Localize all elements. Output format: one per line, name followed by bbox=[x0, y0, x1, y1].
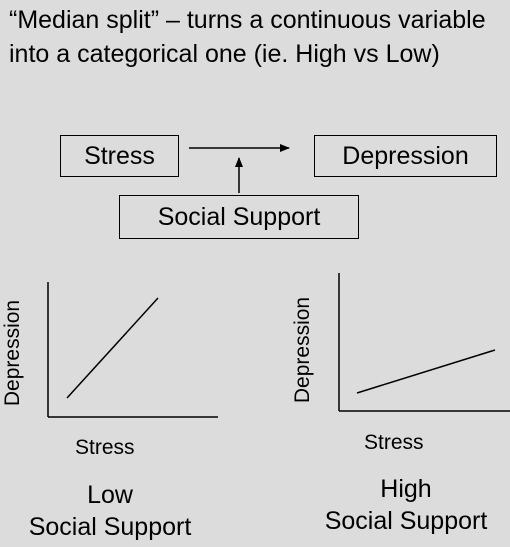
right-condition-level: High bbox=[380, 475, 432, 503]
social-support-label: Social Support bbox=[157, 202, 321, 231]
right-chart-axes bbox=[338, 273, 510, 412]
depression-label: Depression bbox=[342, 141, 469, 170]
left-chart-y-label: Depression bbox=[1, 299, 24, 407]
right-chart-x-label: Stress bbox=[364, 431, 424, 454]
left-condition-level: Low bbox=[87, 481, 133, 509]
right-condition-variable: Social Support bbox=[324, 507, 488, 535]
right-chart-y-label: Depression bbox=[291, 296, 314, 404]
intro-text: “Median split” – turns a continuous vari… bbox=[9, 6, 486, 68]
right-chart-line bbox=[356, 349, 496, 394]
left-chart-condition: Low Social Support bbox=[0, 479, 220, 543]
left-chart-axes bbox=[47, 282, 218, 418]
left-chart-x-label: Stress bbox=[75, 436, 135, 459]
social-support-box: Social Support bbox=[119, 195, 359, 239]
depression-box: Depression bbox=[314, 135, 497, 177]
right-chart-condition: High Social Support bbox=[302, 473, 510, 537]
stress-label: Stress bbox=[84, 141, 155, 170]
left-condition-variable: Social Support bbox=[28, 513, 192, 541]
stress-box: Stress bbox=[60, 135, 179, 177]
left-chart-line bbox=[66, 297, 159, 399]
